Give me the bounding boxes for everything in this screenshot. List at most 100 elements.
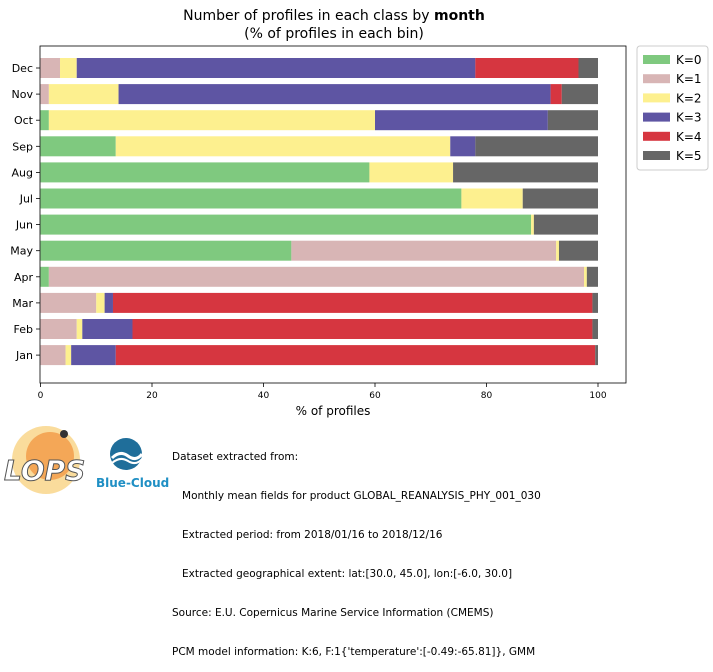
bar-jan-k1	[40, 345, 66, 366]
bar-feb-k5	[592, 319, 598, 339]
chart-title-line1: Number of profiles in each class by mont…	[183, 8, 485, 24]
bar-jan-k4	[115, 345, 596, 366]
bar-may-k5	[558, 240, 598, 261]
bluecloud-logo-text: Blue-Cloud	[96, 476, 170, 490]
bar-apr-k5	[586, 266, 598, 287]
footer-text: Dataset extracted from: Monthly mean fie…	[172, 425, 541, 672]
bar-oct-k3	[375, 110, 548, 131]
y-tick-label: Sep	[12, 140, 33, 153]
y-tick-label: May	[10, 245, 33, 258]
bar-sep-k3	[450, 136, 476, 157]
legend-swatch	[643, 74, 670, 84]
legend: K=0 K=1 K=2 K=3 K=4 K=5	[636, 45, 709, 171]
bar-dec-k5	[578, 58, 598, 78]
legend-swatch	[643, 93, 670, 103]
x-tick-label: 60	[369, 391, 381, 401]
legend-label: K=0	[676, 53, 702, 67]
legend-label: K=2	[676, 91, 702, 105]
chart-title-line2: (% of profiles in each bin)	[244, 26, 424, 42]
chart: Number of profiles in each class by mont…	[10, 8, 709, 418]
footer-line: PCM model information: K:6, F:1{'tempera…	[172, 646, 536, 658]
x-axis-label: % of profiles	[296, 404, 371, 418]
footer-line: Dataset extracted from:	[172, 451, 299, 463]
bar-sep-k2	[115, 136, 451, 157]
bar-apr-k1	[48, 266, 585, 287]
legend-label: K=4	[676, 130, 702, 144]
bar-dec-k1	[40, 58, 61, 78]
y-tick-label: Jan	[15, 349, 33, 362]
lops-logo: LOPS	[2, 422, 90, 502]
bar-oct-k0	[40, 110, 49, 131]
bar-sep-k5	[475, 136, 598, 157]
bar-oct-k2	[48, 110, 376, 131]
y-tick-label: Jun	[15, 219, 33, 232]
y-tick-label: Aug	[12, 166, 33, 179]
bar-jul-k0	[40, 188, 462, 209]
y-axis: Jan Feb Mar Apr May Jun Jul Aug Sep Oct Nov Dec	[10, 62, 40, 362]
x-tick-label: 80	[481, 391, 493, 401]
legend-label: K=5	[676, 149, 702, 163]
y-tick-label: Jul	[19, 193, 33, 206]
bar-aug-k0	[40, 162, 370, 183]
bar-may-k1	[291, 240, 557, 261]
chart-title-bold: month	[434, 8, 485, 24]
bluecloud-logo	[92, 432, 162, 496]
plot-frame	[39, 45, 627, 384]
bar-oct-k5	[547, 110, 598, 131]
footer-line: Source: E.U. Copernicus Marine Service I…	[172, 607, 494, 619]
footer-line: Extracted geographical extent: lat:[30.0…	[172, 568, 513, 580]
y-tick-label: Mar	[12, 297, 33, 310]
x-tick-label: 40	[258, 391, 270, 401]
y-tick-label: Dec	[12, 62, 33, 75]
legend-swatch	[643, 112, 670, 122]
bar-dec-k4	[475, 58, 579, 78]
bar-jan-k2	[65, 345, 72, 366]
bar-nov-k5	[561, 84, 598, 105]
bar-may-k0	[40, 240, 292, 261]
bar-feb-k2	[76, 319, 83, 339]
bar-jan-k3	[71, 345, 116, 366]
bar-mar-k5	[592, 292, 598, 313]
y-tick-label: Apr	[14, 271, 34, 284]
y-tick-label: Oct	[14, 114, 34, 127]
y-tick-label: Feb	[14, 323, 33, 336]
bar-nov-k2	[48, 84, 119, 105]
footer-line: Monthly mean fields for product GLOBAL_R…	[172, 490, 541, 502]
legend-swatch	[643, 131, 670, 141]
bar-jul-k5	[522, 188, 598, 209]
bar-mar-k2	[96, 292, 105, 313]
bar-apr-k0	[40, 266, 49, 287]
bar-dec-k2	[60, 58, 77, 78]
legend-label: K=1	[676, 72, 702, 86]
bar-aug-k5	[453, 162, 598, 183]
lops-logo-text: LOPS	[4, 454, 85, 487]
legend-swatch	[643, 151, 670, 160]
x-tick-label: 100	[589, 391, 606, 401]
bar-feb-k1	[40, 319, 77, 339]
bar-jun-k5	[533, 214, 598, 235]
bar-jan-k5	[595, 345, 598, 366]
bar-nov-k4	[550, 84, 562, 105]
bar-may-k2	[556, 240, 559, 261]
bar-dec-k3	[76, 58, 476, 78]
bar-mar-k3	[104, 292, 113, 313]
x-tick-label: 0	[38, 391, 44, 401]
bar-jun-k2	[531, 214, 534, 235]
bar-aug-k2	[369, 162, 454, 183]
bars-group	[40, 58, 598, 366]
bar-nov-k1	[40, 84, 49, 105]
y-tick-label: Nov	[12, 88, 34, 101]
legend-swatch	[643, 55, 670, 64]
footer-line: Extracted period: from 2018/01/16 to 201…	[172, 529, 443, 541]
legend-label: K=3	[676, 111, 702, 125]
bar-jun-k0	[40, 214, 532, 235]
bar-nov-k3	[118, 84, 551, 105]
bar-feb-k3	[82, 319, 133, 339]
bar-sep-k0	[40, 136, 116, 157]
bar-mar-k4	[112, 292, 593, 313]
bar-apr-k2	[584, 266, 587, 287]
x-axis: 0 20 40 60 80 100	[38, 383, 607, 401]
bar-jul-k2	[461, 188, 523, 209]
chart-title-prefix: Number of profiles in each class by	[183, 8, 434, 24]
x-tick-label: 20	[146, 391, 158, 401]
